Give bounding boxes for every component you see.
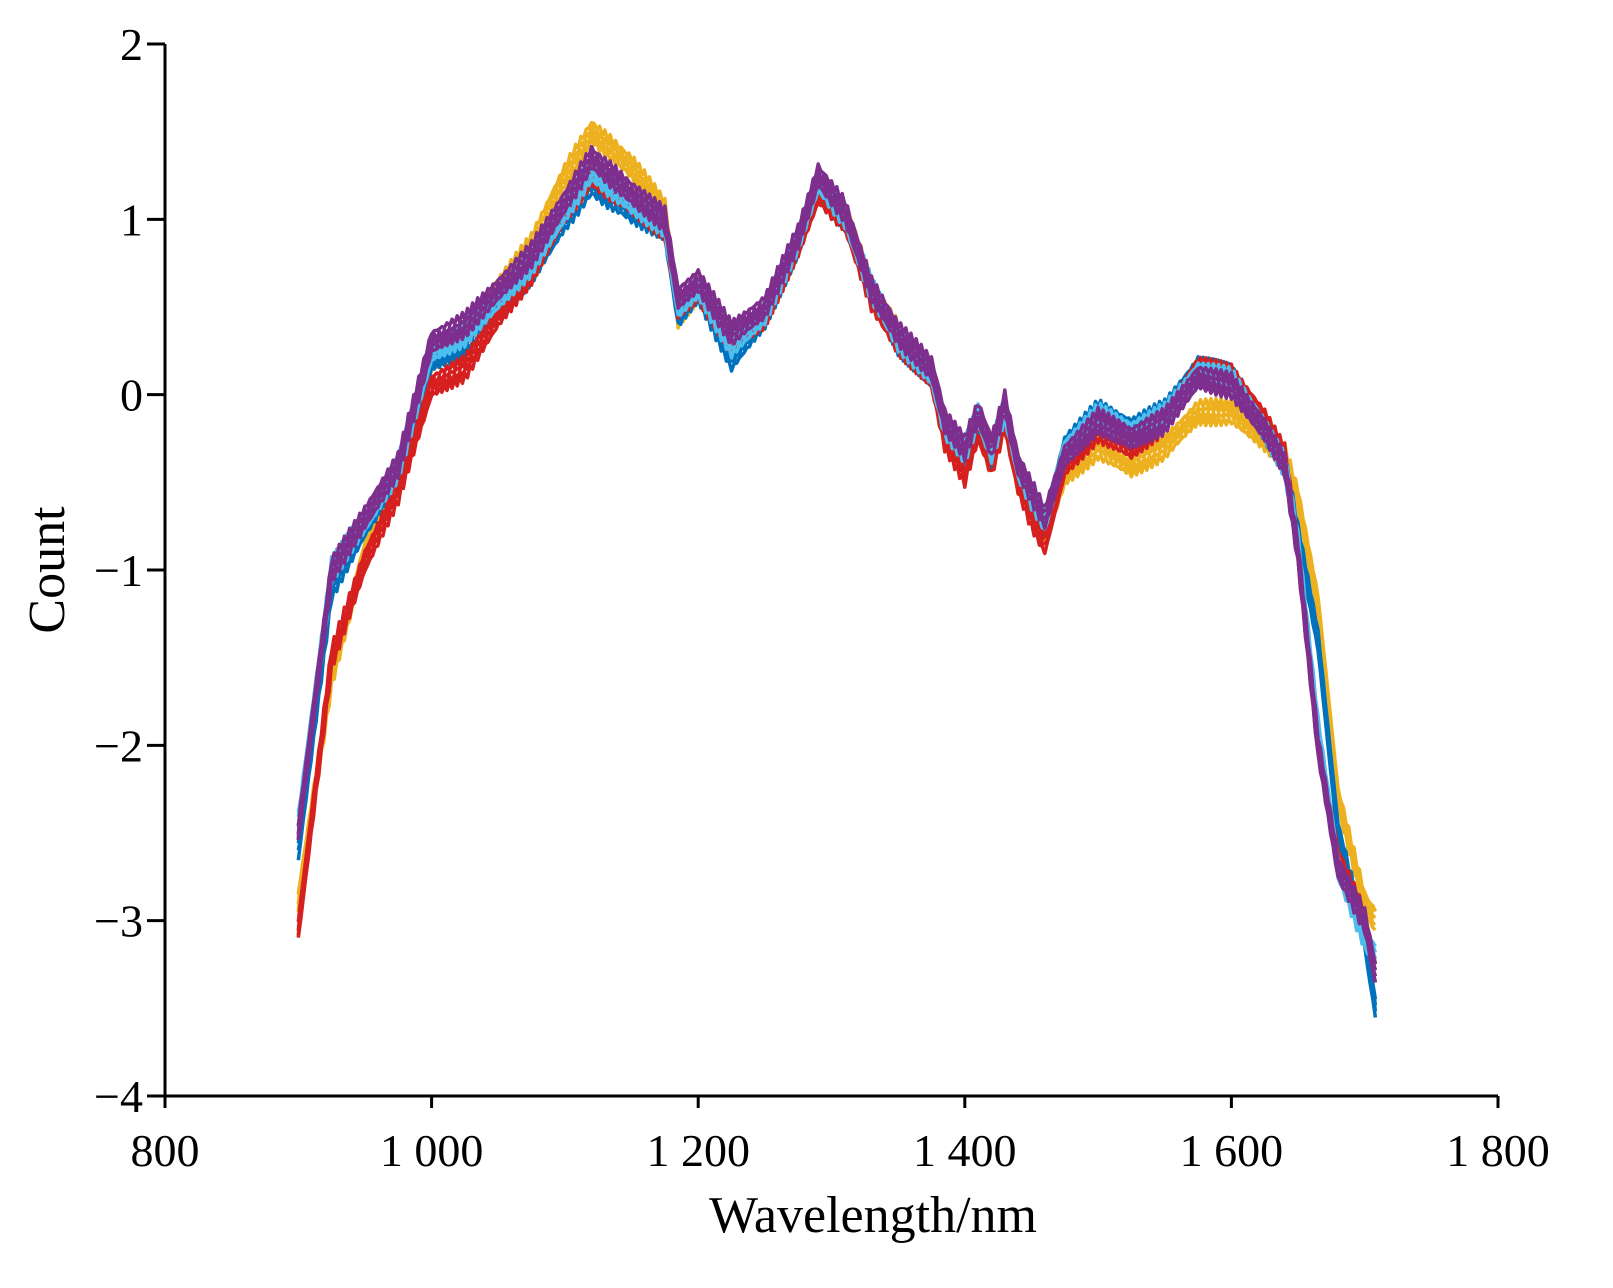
spectrum-blue-line	[296, 177, 1378, 1006]
y-tick-label: −2	[94, 720, 143, 771]
spectrum-red-line	[296, 163, 1378, 965]
series-layer	[296, 120, 1378, 1018]
x-axis-title: Wavelength/nm	[709, 1187, 1037, 1244]
spectrum-blue-line	[296, 173, 1378, 1000]
y-tick-label: −1	[94, 545, 143, 596]
spectrum-orange-line	[296, 128, 1376, 926]
spectrum-red-line	[296, 166, 1378, 971]
spectrum-orange-line	[296, 123, 1377, 920]
x-tick-label: 1 400	[913, 1125, 1017, 1176]
x-tick-label: 800	[131, 1125, 200, 1176]
x-tick-label: 1 800	[1446, 1125, 1550, 1176]
y-tick-label: 0	[120, 370, 143, 421]
spectrum-purple-line	[296, 156, 1378, 977]
spectrum-red-line	[296, 183, 1378, 983]
spectrum-purple-line	[296, 144, 1378, 965]
spectrum-orange-line	[296, 120, 1377, 913]
x-tick-label: 1 000	[380, 1125, 484, 1176]
spectrum-cyan-line	[296, 160, 1377, 948]
spectrum-orange-line	[296, 138, 1377, 932]
y-tick-label: 2	[120, 19, 143, 70]
y-axis-title: Count	[19, 506, 76, 634]
y-tick-label: −3	[94, 896, 143, 947]
spectrum-purple-line	[296, 148, 1378, 971]
spectrum-blue-line	[296, 183, 1378, 1012]
x-tick-label: 1 600	[1180, 1125, 1284, 1176]
spectrum-purple-line	[296, 167, 1378, 983]
spectrum-red-line	[296, 173, 1378, 977]
spectrum-cyan-line	[296, 163, 1378, 954]
y-tick-label: 1	[120, 194, 143, 245]
spectrum-cyan-line	[296, 176, 1377, 966]
y-tick-label: −4	[94, 1071, 143, 1122]
ticks: 800 1 000 1 200 1 400 1 600 1 800 −4 −3 −2 −1 0 1 2	[94, 19, 1550, 1176]
x-tick-label: 1 200	[646, 1125, 750, 1176]
spectrum-cyan-line	[296, 169, 1378, 960]
